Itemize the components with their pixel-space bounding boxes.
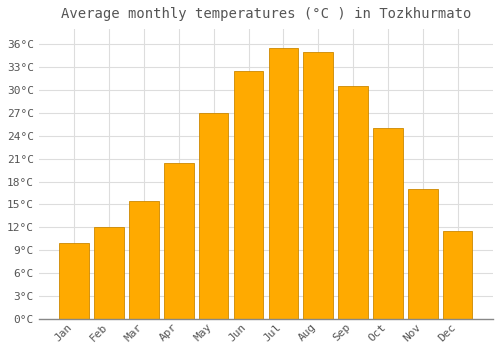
Bar — [199, 113, 228, 319]
Bar — [94, 228, 124, 319]
Bar — [60, 243, 89, 319]
Bar — [443, 231, 472, 319]
Bar — [234, 71, 264, 319]
Bar — [408, 189, 438, 319]
Bar — [304, 52, 333, 319]
Bar — [338, 86, 368, 319]
Bar — [268, 48, 298, 319]
Title: Average monthly temperatures (°C ) in Tozkhurmato: Average monthly temperatures (°C ) in To… — [60, 7, 471, 21]
Bar — [164, 162, 194, 319]
Bar — [129, 201, 159, 319]
Bar — [373, 128, 402, 319]
